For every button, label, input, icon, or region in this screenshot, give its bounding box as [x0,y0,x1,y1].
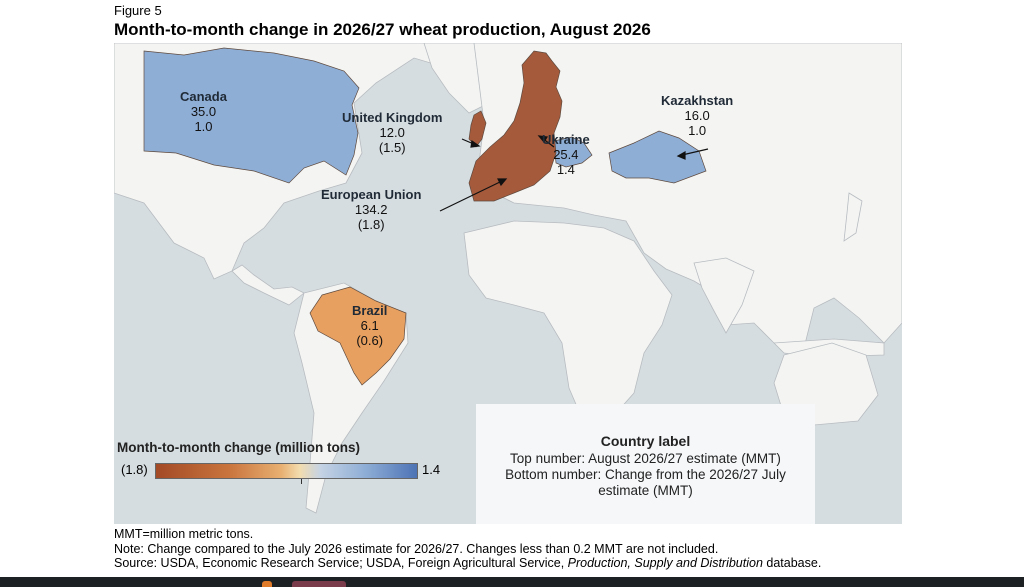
eu-name: European Union [321,187,422,202]
key-line-1: Top number: August 2026/27 estimate (MMT… [510,451,781,466]
uk-name: United Kingdom [342,110,443,125]
kazakhstan-leader-arrowhead [676,150,686,160]
source-prefix: Source: USDA, Economic Research Service;… [114,556,568,570]
country-ukraine-shape [553,136,593,168]
brazil-name: Brazil [352,303,388,318]
source-suffix: database. [762,556,822,570]
country-eu-shape [468,50,563,202]
land-india [693,257,755,334]
figure-label: Figure 5 [114,3,162,18]
land-central-america [231,264,305,306]
kazakhstan-name: Kazakhstan [661,93,734,108]
uk-estimate: 12.0 [379,125,405,140]
eu-leader-arrowhead [497,178,508,187]
land-japan [843,192,863,242]
ukraine-estimate: 25.4 [553,147,579,162]
taskbar-app-button[interactable] [292,581,346,587]
country-canada-shape [143,47,360,184]
canada-change: 1.0 [194,119,213,134]
change-note: Note: Change compared to the July 2026 e… [114,541,719,556]
abbrev-note: MMT=million metric tons. [114,527,254,541]
uk-change: (1.5) [378,140,406,155]
eu-change: (1.8) [357,217,385,232]
country-uk-shape [468,110,487,148]
map-canvas [114,43,902,514]
os-taskbar [0,577,1024,587]
key-line-3: estimate (MMT) [598,483,693,498]
kazakhstan-change: 1.0 [688,123,707,138]
eu-estimate: 134.2 [354,202,388,217]
canada-estimate: 35.0 [190,104,217,119]
country-kazakhstan-shape [608,130,707,184]
key-title: Country label [600,433,691,449]
ukraine-name: Ukraine [542,132,590,147]
label-kazakhstan: Kazakhstan 16.0 1.0 [661,93,733,138]
land-africa [463,220,673,424]
label-brazil: Brazil 6.1 (0.6) [352,303,387,348]
figure-title: Month-to-month change in 2026/27 wheat p… [114,20,651,39]
key-body: Top number: August 2026/27 estimate (MMT… [476,451,815,499]
country-brazil-shape [309,286,407,386]
legend-max-label: 1.4 [422,462,441,477]
ukraine-change: 1.4 [556,162,575,177]
label-uk: United Kingdom 12.0 (1.5) [342,110,442,155]
legend-color-ramp [155,463,418,479]
kazakhstan-leader-line [681,148,709,156]
label-ukraine: Ukraine 25.4 1.4 [542,132,590,177]
brazil-change: (0.6) [356,333,384,348]
taskbar-app-icon[interactable] [262,581,272,587]
legend-min-label: (1.8) [121,462,148,477]
legend-zero-tick [301,479,302,484]
eu-leader-line [439,180,503,212]
brazil-estimate: 6.1 [360,318,379,333]
label-canada: Canada 35.0 1.0 [180,89,227,134]
uk-leader-arrowhead [470,139,481,148]
kazakhstan-estimate: 16.0 [684,108,710,123]
label-eu: European Union 134.2 (1.8) [321,187,421,232]
source-database-name: Production, Supply and Distribution [567,556,763,570]
world-map: Canada 35.0 1.0 United Kingdom 12.0 (1.5… [114,43,902,524]
source-note: Source: USDA, Economic Research Service;… [114,556,821,571]
legend-title: Month-to-month change (million tons) [117,440,360,455]
key-line-2: Bottom number: Change from the 2026/27 J… [505,467,786,482]
country-label-key: Country label Top number: August 2026/27… [476,404,815,524]
canada-name: Canada [180,89,227,104]
ukraine-leader-arrowhead [537,135,548,144]
figure-notes: MMT=million metric tons. Note: Change co… [114,527,821,571]
